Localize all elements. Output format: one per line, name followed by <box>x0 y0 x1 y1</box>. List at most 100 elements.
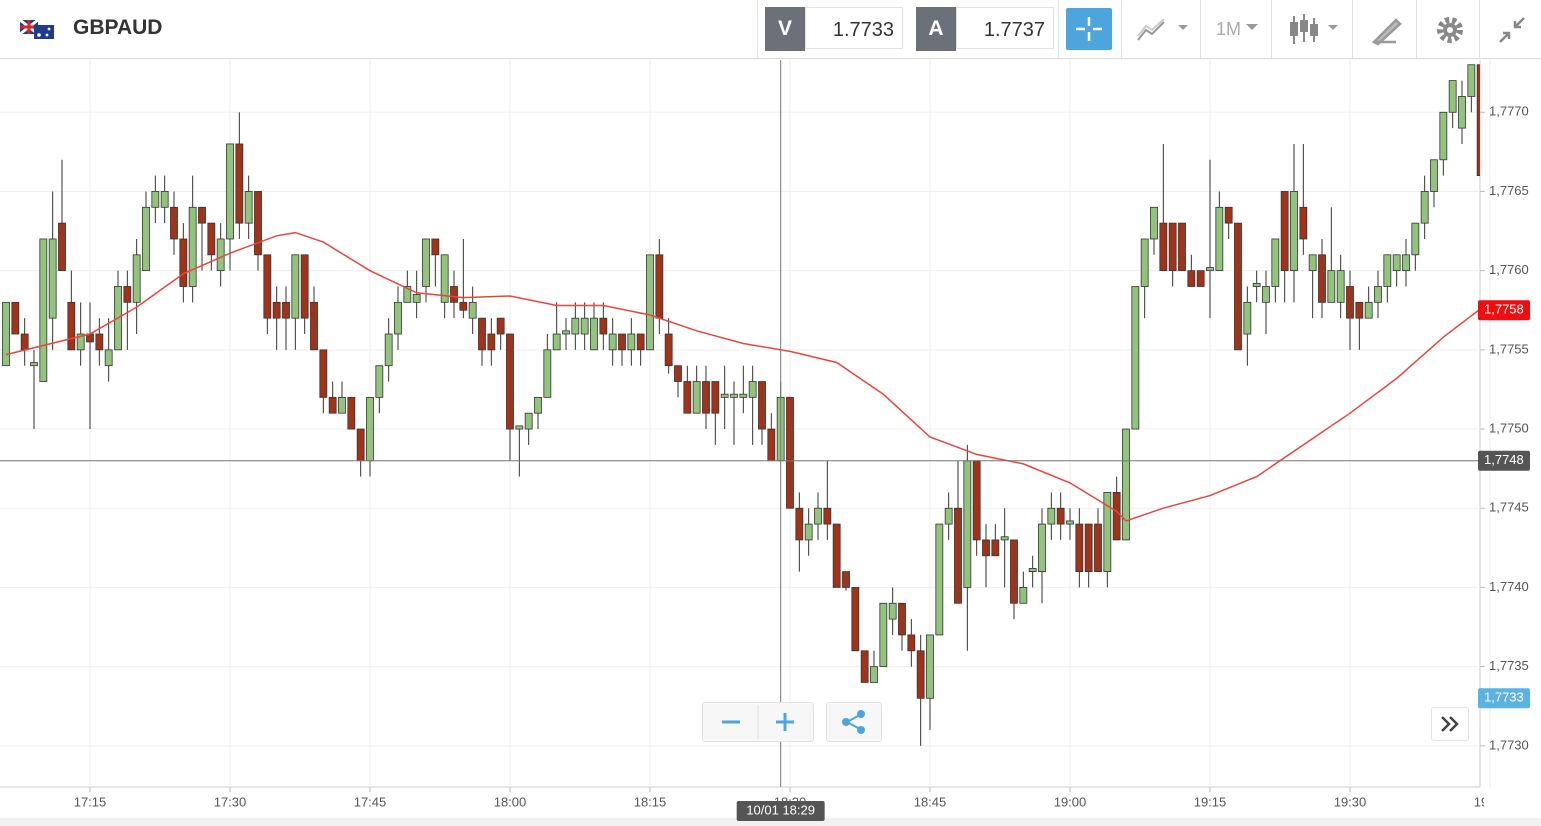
candle-body <box>739 393 748 398</box>
zoom-in-button[interactable] <box>776 713 794 731</box>
crosshair-y-label: 1,7748 <box>1484 452 1524 467</box>
candle-body <box>272 301 281 319</box>
candle-body <box>982 539 990 557</box>
x-tick-label: 17:30 <box>214 794 247 809</box>
share-icon <box>842 710 865 734</box>
candle-body <box>1084 523 1093 572</box>
candle-body <box>478 317 486 351</box>
candle-body <box>1476 64 1480 177</box>
chart-type-button[interactable] <box>1136 16 1192 44</box>
candle-body <box>907 634 916 652</box>
candle-body <box>132 254 141 303</box>
candle-body <box>1066 520 1074 525</box>
y-tick-label: 1,7770 <box>1489 104 1529 119</box>
candle-body <box>394 301 402 335</box>
candle-body <box>543 349 552 398</box>
candle-body <box>1346 286 1354 319</box>
candle-body <box>1094 523 1102 572</box>
y-tick-label: 1,7730 <box>1489 737 1529 752</box>
y-tick-label: 1,7760 <box>1489 262 1529 277</box>
candle-body <box>123 286 132 303</box>
candle-body <box>1280 191 1289 272</box>
candle-body <box>1047 507 1056 525</box>
candle-body <box>664 333 673 367</box>
candle-body <box>954 507 962 604</box>
candle-body <box>944 507 953 525</box>
candle-body <box>1308 254 1317 272</box>
candle-body <box>235 143 244 224</box>
candle-body <box>814 507 822 525</box>
candle-body <box>1215 206 1224 272</box>
candle-body <box>347 396 356 430</box>
candle-body <box>11 301 20 335</box>
y-tick-label: 1,7750 <box>1489 420 1529 435</box>
candle-body <box>1010 539 1018 604</box>
timeframe[interactable]: 1M <box>1216 19 1242 39</box>
collapse-button[interactable] <box>1496 14 1528 46</box>
candle-body <box>506 333 514 430</box>
x-tick-label: 18:45 <box>914 794 947 809</box>
candle-body <box>674 365 682 382</box>
candle-body <box>1271 238 1280 287</box>
candle-body <box>1038 523 1046 572</box>
draw-button[interactable] <box>1370 14 1402 46</box>
candle-body <box>534 396 542 414</box>
sell-label[interactable]: V <box>765 7 805 51</box>
candle-body <box>2 301 10 367</box>
dropdown-caret[interactable] <box>1244 22 1260 32</box>
x-ticks: 17:1517:3017:4518:0018:1518:3018:4519:00… <box>74 787 1484 809</box>
candle-body <box>1290 191 1298 272</box>
candle-body <box>95 333 104 351</box>
zoom-controls <box>702 702 814 742</box>
candle-body <box>1355 301 1364 319</box>
crosshair-x-label: 10/01 18:29 <box>746 802 815 817</box>
buy-label[interactable]: A <box>916 7 956 51</box>
candle-body <box>39 238 48 382</box>
candle-body <box>459 301 468 311</box>
grid <box>0 60 1491 787</box>
candle-body <box>758 381 766 430</box>
candle-body <box>291 254 300 319</box>
candle-body <box>1140 238 1149 287</box>
candle-body <box>319 349 328 398</box>
candle-body <box>786 396 794 509</box>
share-button[interactable] <box>826 702 882 742</box>
candle-body <box>916 650 925 699</box>
candle-body <box>1439 111 1448 161</box>
candle-body <box>860 650 869 683</box>
candle-body <box>226 143 234 240</box>
candle-body <box>851 587 860 652</box>
candle-body <box>1131 286 1140 430</box>
crosshair-button[interactable] <box>1066 8 1112 50</box>
candle-body <box>832 523 841 588</box>
candle-body <box>1187 270 1196 287</box>
candle-type-button[interactable] <box>1288 12 1344 48</box>
header: GBPAUD V 1.7733 A 1.7737 1M <box>0 0 1541 59</box>
candle-body <box>795 507 804 541</box>
price-tag-label: 1,7733 <box>1484 690 1524 705</box>
settings-button[interactable] <box>1434 14 1466 46</box>
candle-body <box>1374 286 1382 303</box>
candle-body <box>711 381 720 414</box>
candle-body <box>571 317 580 335</box>
axes: 1,7730 1,7735 1,7740 1,7745 1,7750 1,7755 1,77… <box>0 60 1530 821</box>
candle-body <box>804 523 813 541</box>
buy-price[interactable]: 1.7737 <box>956 7 1054 49</box>
y-tick-label: 1,7755 <box>1489 341 1529 356</box>
candle-body <box>1112 491 1121 541</box>
candle-body <box>468 301 477 319</box>
candle-body <box>1420 191 1429 224</box>
scroll-end-button[interactable] <box>1431 707 1469 741</box>
candle-body <box>646 254 654 351</box>
candle-body <box>188 206 197 287</box>
candle-body <box>515 425 524 430</box>
sell-price[interactable]: 1.7733 <box>805 7 903 49</box>
price-tag-label: 1,7758 <box>1484 302 1524 317</box>
candle-body <box>1206 267 1214 272</box>
candle-body <box>683 381 692 414</box>
candle-body <box>1028 568 1037 572</box>
candle-body <box>608 333 617 351</box>
candle-body <box>720 393 729 398</box>
candle-body <box>748 381 757 398</box>
